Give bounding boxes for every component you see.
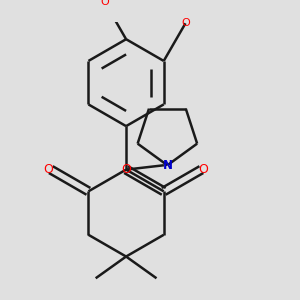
Text: O: O: [181, 18, 190, 28]
Text: O: O: [44, 163, 54, 176]
Text: N: N: [162, 159, 172, 172]
Text: O: O: [199, 163, 208, 176]
Text: O: O: [121, 163, 131, 176]
Text: O: O: [100, 0, 109, 7]
